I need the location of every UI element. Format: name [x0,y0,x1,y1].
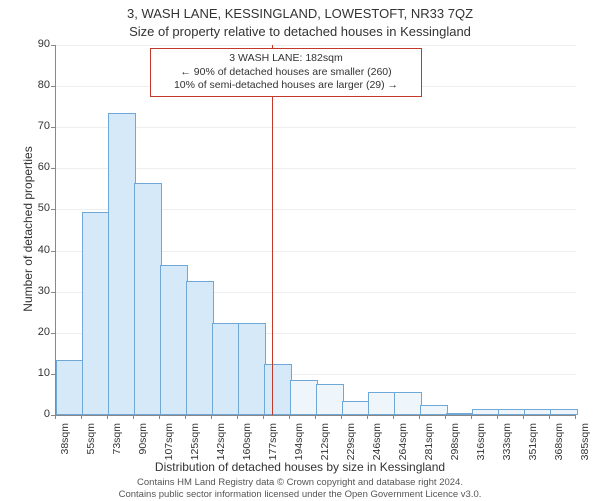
xtick-label: 246sqm [371,423,383,463]
chart-container: 3, WASH LANE, KESSINGLAND, LOWESTOFT, NR… [0,0,600,500]
xtick-mark [107,415,108,419]
histogram-bar [264,364,292,415]
ytick-label: 70 [20,120,50,132]
ytick-mark [51,45,55,46]
xtick-mark [289,415,290,419]
histogram-bar [472,409,500,415]
xtick-mark [159,415,160,419]
xtick-label: 368sqm [553,423,565,463]
xtick-label: 264sqm [397,423,409,463]
ytick-mark [51,127,55,128]
attribution-line1: Contains HM Land Registry data © Crown c… [0,477,600,489]
gridline [56,45,576,46]
xtick-label: 38sqm [59,423,71,463]
xtick-mark [185,415,186,419]
xtick-label: 90sqm [137,423,149,463]
ytick-label: 20 [20,326,50,338]
annotation-line1: 3 WASH LANE: 182sqm [157,52,415,66]
annotation-line3: 10% of semi-detached houses are larger (… [157,79,415,93]
histogram-bar [56,360,84,415]
xtick-label: 212sqm [319,423,331,463]
xtick-label: 298sqm [449,423,461,463]
xtick-mark [549,415,550,419]
ytick-mark [51,168,55,169]
ytick-mark [51,333,55,334]
histogram-bar [134,183,162,415]
xtick-mark [575,415,576,419]
xtick-label: 316sqm [475,423,487,463]
histogram-bar [342,401,370,415]
xtick-mark [445,415,446,419]
xtick-mark [523,415,524,419]
xtick-mark [237,415,238,419]
chart-title-line1: 3, WASH LANE, KESSINGLAND, LOWESTOFT, NR… [0,6,600,21]
ytick-label: 0 [20,408,50,420]
ytick-mark [51,292,55,293]
xtick-mark [419,415,420,419]
ytick-label: 50 [20,202,50,214]
xtick-mark [367,415,368,419]
xtick-mark [315,415,316,419]
histogram-bar [446,413,474,415]
histogram-bar [394,392,422,415]
histogram-bar [186,281,214,415]
ytick-label: 60 [20,161,50,173]
histogram-bar [290,380,318,415]
ytick-mark [51,374,55,375]
xtick-label: 125sqm [189,423,201,463]
xtick-label: 385sqm [579,423,591,463]
histogram-bar [368,392,396,415]
xtick-label: 55sqm [85,423,97,463]
ytick-label: 30 [20,285,50,297]
ytick-mark [51,86,55,87]
xtick-mark [471,415,472,419]
xtick-label: 160sqm [241,423,253,463]
histogram-bar [160,265,188,415]
y-axis-label: Number of detached properties [21,129,35,329]
histogram-bar [550,409,578,415]
xtick-mark [497,415,498,419]
histogram-bar [524,409,552,415]
ytick-label: 40 [20,244,50,256]
ytick-mark [51,251,55,252]
xtick-label: 333sqm [501,423,513,463]
histogram-bar [82,212,110,415]
xtick-mark [55,415,56,419]
annotation-line2: ← 90% of detached houses are smaller (26… [157,66,415,80]
ytick-mark [51,209,55,210]
xtick-label: 73sqm [111,423,123,463]
ytick-label: 80 [20,79,50,91]
ytick-label: 10 [20,367,50,379]
xtick-label: 107sqm [163,423,175,463]
histogram-bar [108,113,136,415]
xtick-label: 229sqm [345,423,357,463]
xtick-mark [211,415,212,419]
xtick-mark [81,415,82,419]
xtick-label: 351sqm [527,423,539,463]
plot-area [55,45,576,416]
ytick-label: 90 [20,38,50,50]
histogram-bar [420,405,448,415]
xtick-label: 177sqm [267,423,279,463]
histogram-bar [238,323,266,415]
attribution-text: Contains HM Land Registry data © Crown c… [0,477,600,501]
histogram-bar [316,384,344,415]
xtick-mark [393,415,394,419]
xtick-label: 142sqm [215,423,227,463]
xtick-mark [341,415,342,419]
xtick-label: 194sqm [293,423,305,463]
xtick-mark [263,415,264,419]
annotation-box: 3 WASH LANE: 182sqm ← 90% of detached ho… [150,48,422,97]
chart-title-line2: Size of property relative to detached ho… [0,24,600,39]
attribution-line2: Contains public sector information licen… [0,489,600,501]
xtick-mark [133,415,134,419]
histogram-bar [212,323,240,415]
xtick-label: 281sqm [423,423,435,463]
marker-line [272,45,273,415]
histogram-bar [498,409,526,415]
